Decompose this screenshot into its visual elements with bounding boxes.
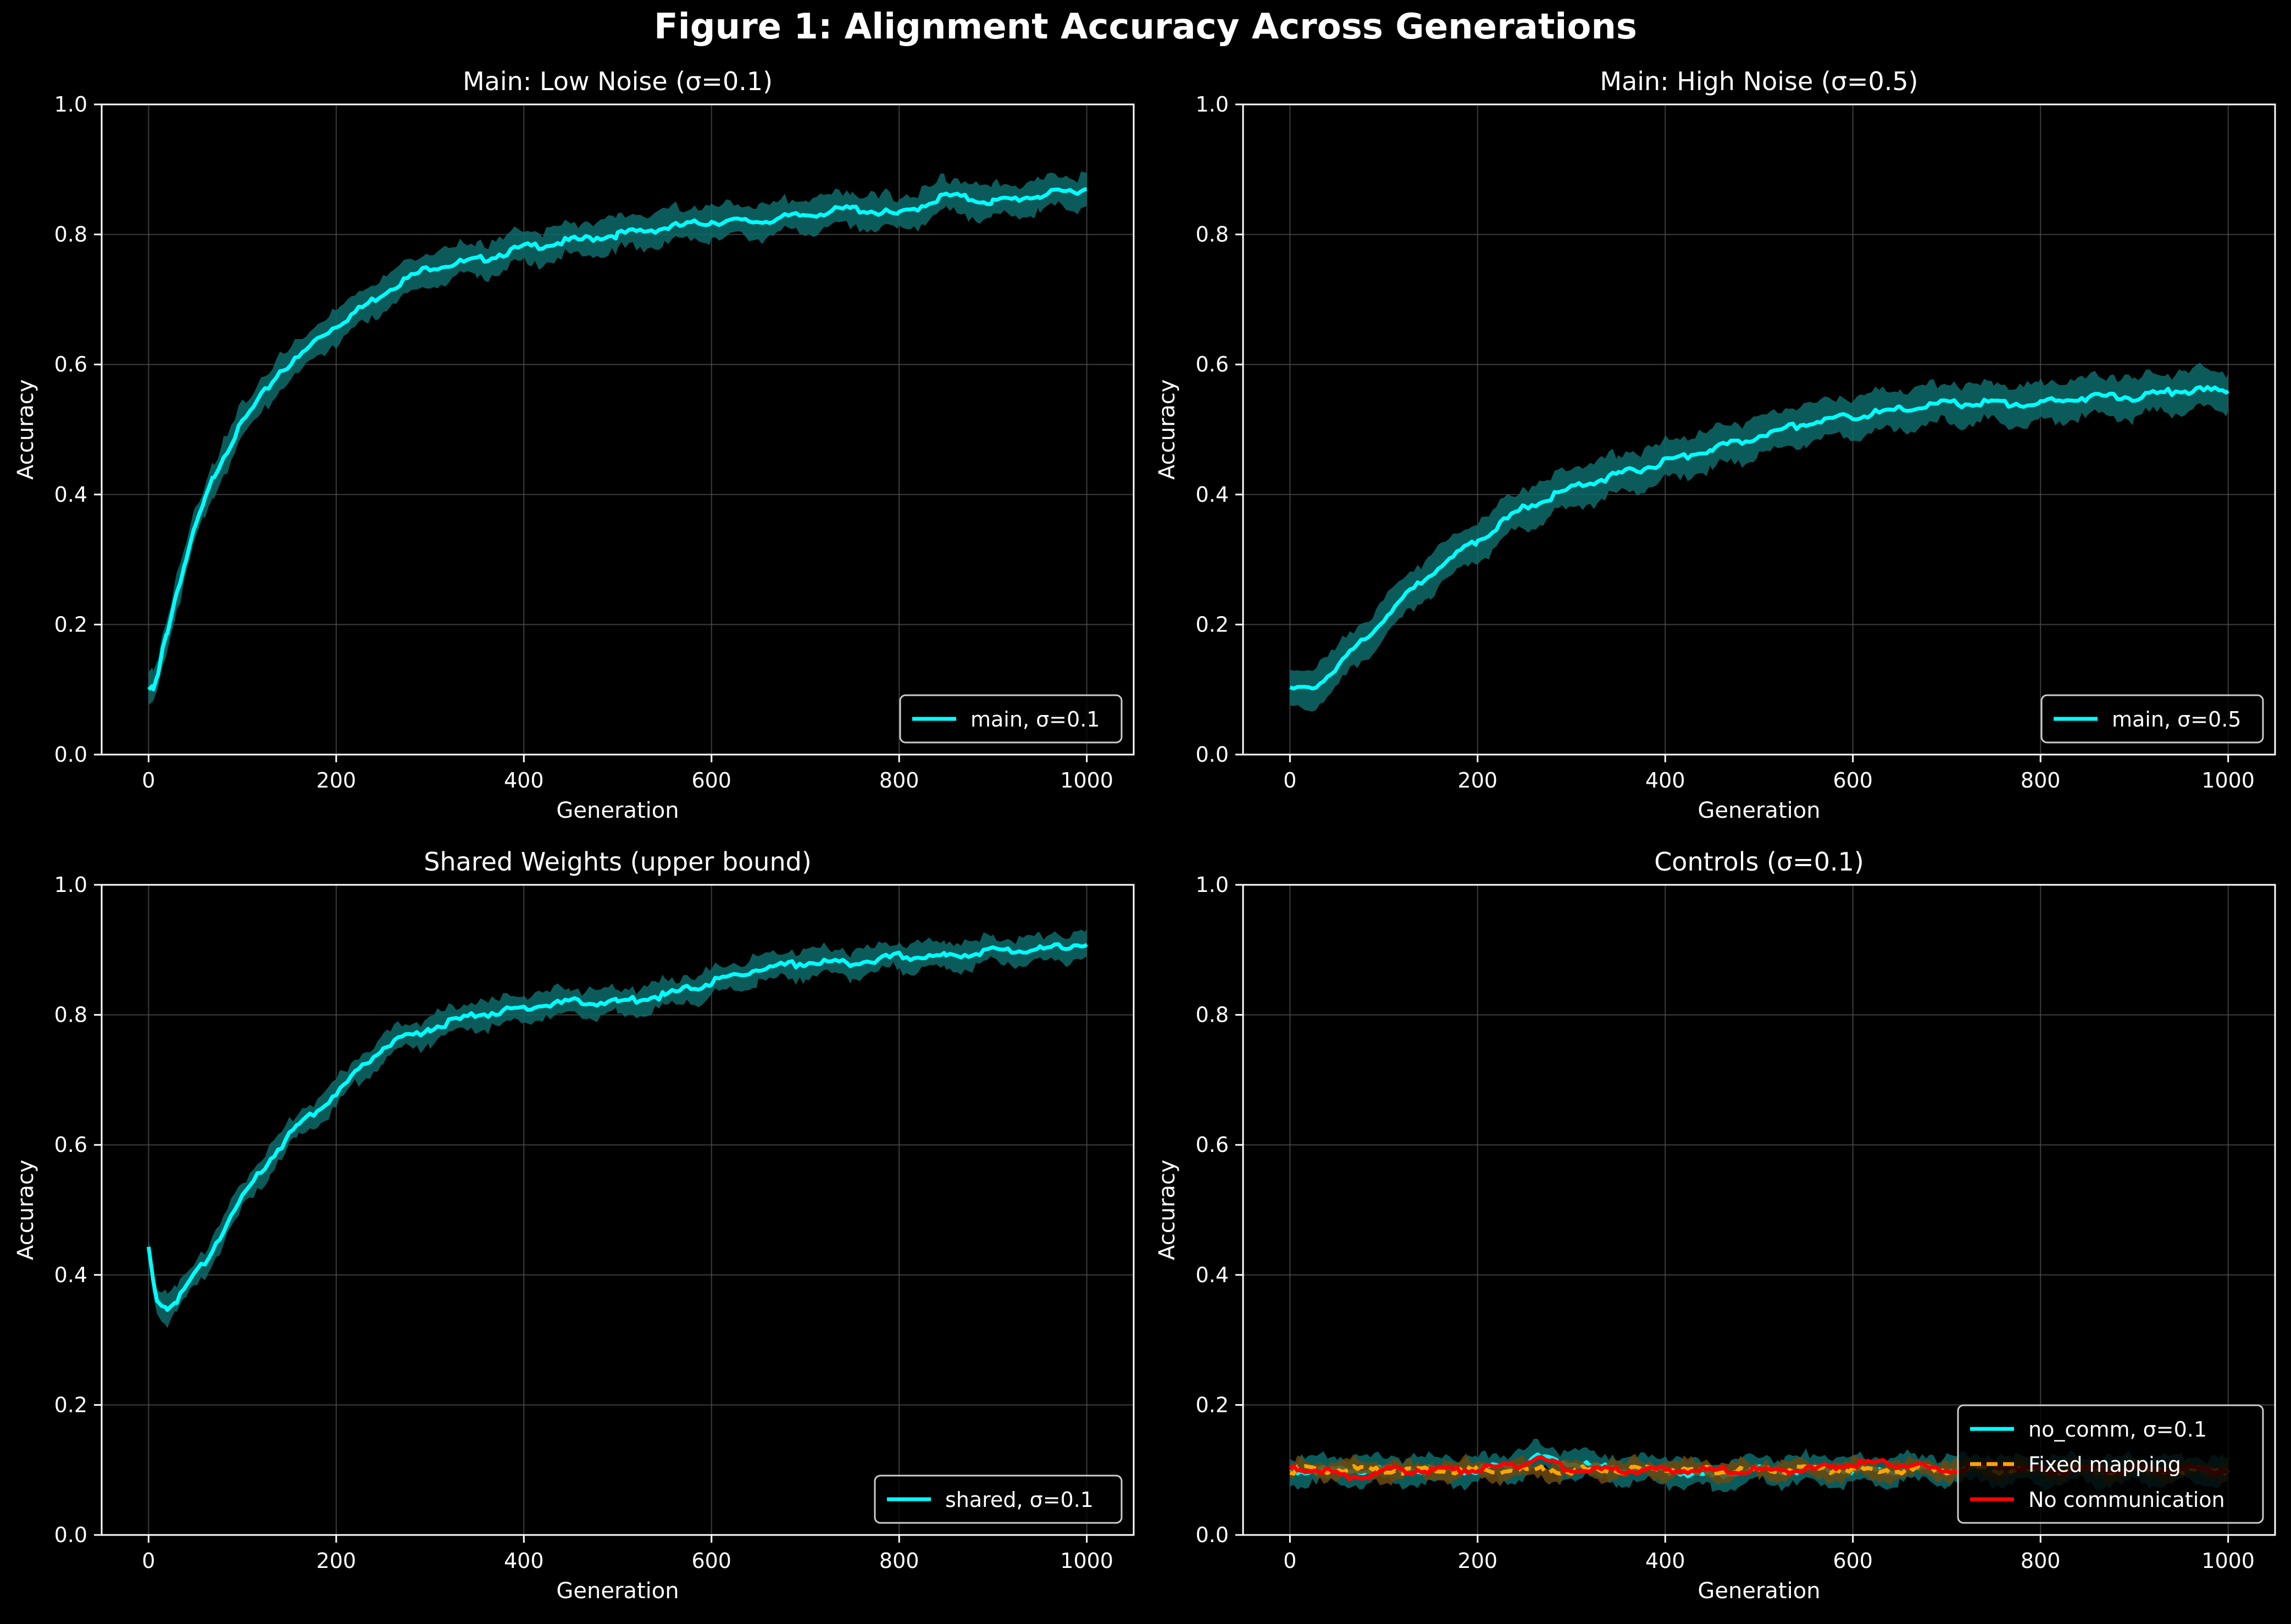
- x-tick-label: 1000: [2201, 768, 2255, 792]
- y-tick-label: 0.6: [1196, 1133, 1229, 1157]
- chart-title: Shared Weights (upper bound): [424, 847, 812, 877]
- legend-label-1: shared, σ=0.1: [945, 1488, 1094, 1512]
- y-tick-label: 0.0: [54, 1523, 87, 1547]
- plot-frame: [1242, 103, 2276, 756]
- legend-label-1: no_comm, σ=0.1: [2028, 1417, 2207, 1442]
- y-tick-label: 1.0: [1196, 873, 1229, 897]
- y-axis-label: Accuracy: [1155, 379, 1180, 480]
- y-tick-label: 0.2: [54, 1393, 87, 1417]
- series-band-1: [1290, 362, 2228, 712]
- y-tick-label: 0.6: [1196, 352, 1229, 376]
- legend-label-1: main, σ=0.1: [970, 707, 1100, 731]
- legend: main, σ=0.5: [2040, 694, 2264, 744]
- x-tick-label: 600: [1833, 768, 1873, 792]
- legend-label-2: Fixed mapping: [2028, 1453, 2181, 1477]
- legend-box: [2040, 694, 2264, 744]
- x-tick-label: 1000: [1060, 768, 1113, 792]
- legend: shared, σ=0.1: [874, 1475, 1123, 1524]
- y-tick-label: 1.0: [1196, 92, 1229, 117]
- series-line-1: [147, 187, 1087, 691]
- series-line-1: [1289, 385, 2229, 691]
- x-tick-label: 0: [1283, 768, 1296, 792]
- legend: no_comm, σ=0.1 Fixed mapping No communicat…: [1957, 1404, 2264, 1524]
- x-axis-label: Generation: [556, 1578, 679, 1604]
- legend: main, σ=0.1: [899, 694, 1123, 744]
- x-axis-label: Generation: [1698, 1578, 1820, 1604]
- x-tick-label: 800: [2021, 768, 2061, 792]
- x-tick-label: 800: [879, 1549, 919, 1573]
- x-tick-label: 0: [142, 768, 155, 792]
- chart-panel-1: 0 200 400 600 800 1000 0.0 0.2 0.4 0.6 0.8 1.0 Main:…: [13, 66, 1135, 823]
- y-axis-label: Accuracy: [1155, 1160, 1180, 1260]
- chart-title: Main: Low Noise (σ=0.1): [463, 66, 773, 96]
- y-tick-label: 0.6: [54, 352, 87, 376]
- y-tick-label: 0.2: [1196, 1393, 1229, 1417]
- x-tick-label: 400: [1645, 768, 1685, 792]
- x-tick-label: 600: [1833, 1549, 1873, 1573]
- legend-box: [1957, 1404, 2264, 1524]
- chart-panel-4: 0 200 400 600 800 1000 0.0 0.2 0.4 0.6 0.8 1.0 Contr…: [1155, 847, 2276, 1604]
- y-tick-label: 0.4: [1196, 1263, 1229, 1287]
- y-tick-label: 1.0: [54, 92, 87, 117]
- series-line-1: [146, 942, 1088, 1312]
- x-tick-label: 200: [317, 768, 357, 792]
- legend-label-1: main, σ=0.5: [2112, 707, 2241, 731]
- series-band-1: [148, 929, 1087, 1328]
- x-tick-label: 200: [1458, 1549, 1498, 1573]
- y-tick-label: 0.2: [54, 612, 87, 636]
- x-tick-label: 600: [691, 1549, 731, 1573]
- chart-panel-3: 0 200 400 600 800 1000 0.0 0.2 0.4 0.6 0.8 1.0 Share…: [13, 847, 1135, 1604]
- x-tick-label: 1000: [1060, 1549, 1113, 1573]
- y-tick-label: 0.4: [1196, 483, 1229, 507]
- chart-title: Controls (σ=0.1): [1654, 847, 1864, 877]
- legend-box: [874, 1475, 1123, 1524]
- x-tick-label: 400: [1645, 1549, 1685, 1573]
- legend-label-3: No communication: [2028, 1488, 2225, 1512]
- x-tick-label: 800: [879, 768, 919, 792]
- y-tick-label: 0.0: [1196, 742, 1229, 767]
- y-tick-label: 0.8: [1196, 1003, 1229, 1027]
- x-tick-label: 400: [504, 1549, 544, 1573]
- x-tick-label: 200: [317, 1549, 357, 1573]
- x-axis-label: Generation: [1698, 798, 1820, 823]
- y-tick-label: 0.2: [1196, 612, 1229, 636]
- plot-frame: [101, 103, 1135, 756]
- x-tick-label: 400: [504, 768, 544, 792]
- chart-panel-2: 0 200 400 600 800 1000 0.0 0.2 0.4 0.6 0.8 1.0 Main:…: [1155, 66, 2276, 823]
- y-tick-label: 0.4: [54, 1263, 87, 1287]
- y-axis-label: Accuracy: [13, 1160, 38, 1260]
- y-tick-label: 0.4: [54, 483, 87, 507]
- y-axis-label: Accuracy: [13, 379, 38, 480]
- x-tick-label: 600: [691, 768, 731, 792]
- chart-title: Main: High Noise (σ=0.5): [1600, 66, 1918, 96]
- plot-frame: [101, 884, 1135, 1536]
- figure-title: Figure 1: Alignment Accuracy Across Gene…: [654, 7, 1637, 47]
- series-band-1: [148, 171, 1087, 706]
- x-tick-label: 1000: [2201, 1549, 2255, 1573]
- y-tick-label: 0.8: [54, 1003, 87, 1027]
- x-tick-label: 200: [1458, 768, 1498, 792]
- y-tick-label: 0.0: [54, 742, 87, 767]
- y-tick-label: 0.6: [54, 1133, 87, 1157]
- x-tick-label: 0: [1283, 1549, 1296, 1573]
- y-tick-label: 1.0: [54, 873, 87, 897]
- x-tick-label: 800: [2021, 1549, 2061, 1573]
- plot-frame: [1242, 884, 2276, 1536]
- y-tick-label: 0.8: [54, 223, 87, 247]
- y-tick-label: 0.8: [1196, 223, 1229, 247]
- legend-box: [899, 694, 1123, 744]
- y-tick-label: 0.0: [1196, 1523, 1229, 1547]
- x-tick-label: 0: [142, 1549, 155, 1573]
- x-axis-label: Generation: [556, 798, 679, 823]
